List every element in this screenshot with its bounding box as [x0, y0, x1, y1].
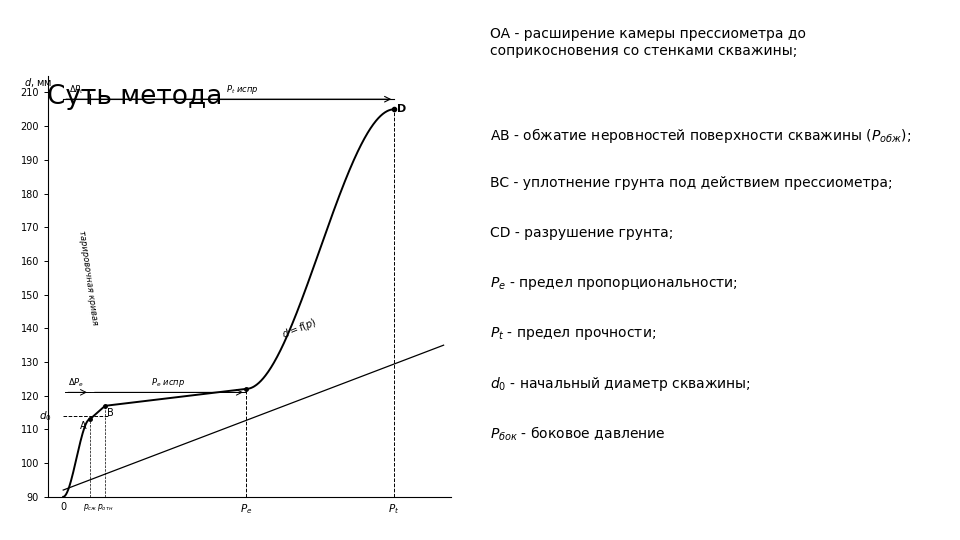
Text: $d=f(p)$: $d=f(p)$: [279, 315, 319, 342]
Text: $d$, мм: $d$, мм: [24, 76, 52, 89]
Text: $d_0$: $d_0$: [39, 409, 52, 423]
Text: $d_0$ - начальный диаметр скважины;: $d_0$ - начальный диаметр скважины;: [490, 375, 750, 393]
Text: D: D: [397, 104, 406, 114]
Text: $P_t$: $P_t$: [389, 502, 399, 516]
Text: тарировочная кривая: тарировочная кривая: [77, 230, 99, 326]
Text: B: B: [107, 408, 113, 417]
Text: A: A: [81, 421, 86, 431]
Text: BC - уплотнение грунта под действием прессиометра;: BC - уплотнение грунта под действием пре…: [490, 176, 892, 190]
Text: 0: 0: [60, 502, 66, 512]
Text: $P_{бок}$ - боковое давление: $P_{бок}$ - боковое давление: [490, 424, 665, 443]
Text: АВ - обжатие неровностей поверхности скважины ($P_{обж}$);: АВ - обжатие неровностей поверхности скв…: [490, 126, 911, 145]
Text: $p_{сж}$: $p_{сж}$: [83, 502, 97, 513]
Text: CD - разрушение грунта;: CD - разрушение грунта;: [490, 226, 673, 240]
Text: OA - расширение камеры прессиометра до
соприкосновения со стенками скважины;: OA - расширение камеры прессиометра до с…: [490, 27, 805, 58]
Text: $\Delta P_e$: $\Delta P_e$: [68, 376, 84, 389]
Text: $P_t$ - предел прочности;: $P_t$ - предел прочности;: [490, 325, 656, 342]
Text: Суть метода: Суть метода: [47, 84, 222, 110]
Text: $\Delta P_t$: $\Delta P_t$: [69, 83, 84, 96]
Text: $p_{отн}$: $p_{отн}$: [97, 502, 113, 513]
Text: $P_t$ испр: $P_t$ испр: [226, 83, 258, 96]
Text: $P_e$ испр: $P_e$ испр: [151, 376, 185, 389]
Text: $P_e$ - предел пропорциональности;: $P_e$ - предел пропорциональности;: [490, 275, 737, 292]
Text: $P_e$: $P_e$: [240, 502, 252, 516]
